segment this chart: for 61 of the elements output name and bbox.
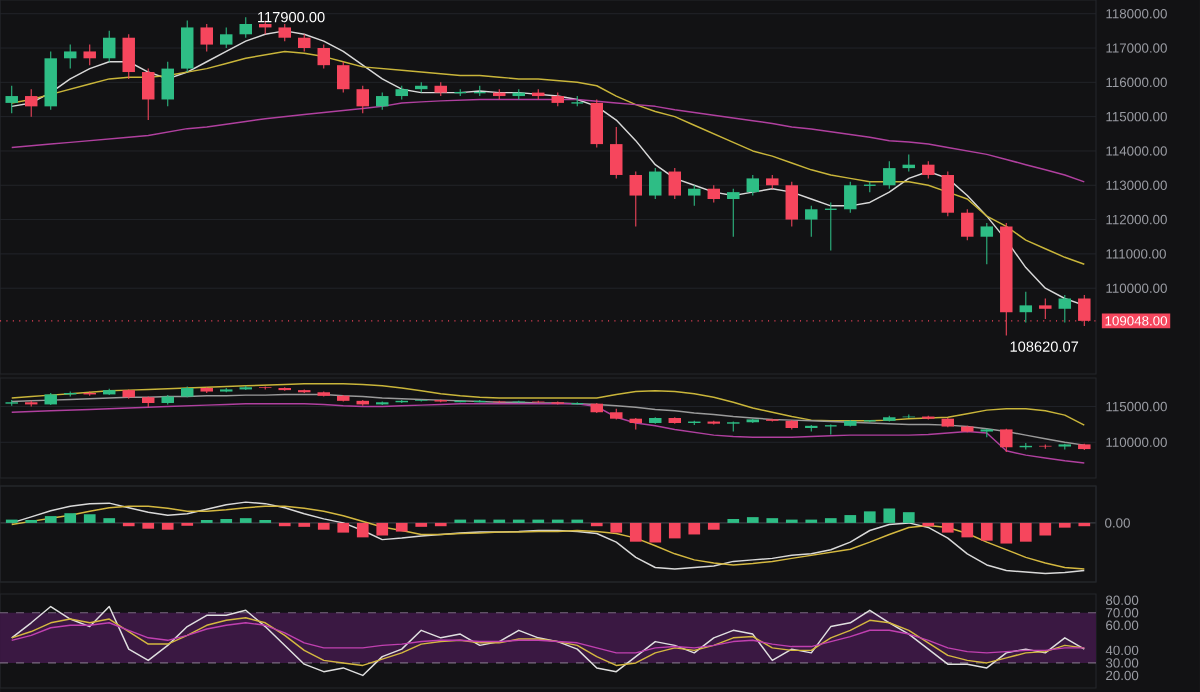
candlestick <box>961 208 974 241</box>
candlestick <box>668 167 682 200</box>
bar <box>707 522 720 530</box>
candlestick <box>980 222 994 265</box>
bar <box>649 522 662 543</box>
candlestick <box>239 16 252 39</box>
candlestick <box>200 23 213 52</box>
bar <box>64 513 77 523</box>
candlestick <box>1058 294 1072 324</box>
bar <box>629 522 642 542</box>
bar <box>1019 522 1032 542</box>
candlestick <box>629 171 643 227</box>
candlestick <box>727 188 740 238</box>
bar <box>746 517 759 523</box>
bar <box>395 522 408 532</box>
bar <box>44 516 57 523</box>
candlestick <box>610 126 623 179</box>
bar <box>961 522 974 538</box>
bar <box>1039 522 1052 536</box>
bar <box>356 522 369 538</box>
bar <box>1058 522 1071 528</box>
bar <box>980 522 993 541</box>
bar <box>902 512 915 523</box>
bar <box>83 514 96 523</box>
candlestick <box>24 88 38 118</box>
candlestick <box>161 61 174 107</box>
candlestick <box>1019 291 1033 324</box>
bar <box>142 522 155 529</box>
candlestick <box>102 30 116 63</box>
bar <box>688 522 701 535</box>
candlestick <box>649 167 662 200</box>
candlestick <box>63 44 77 70</box>
candlestick <box>883 160 896 190</box>
candlestick <box>180 20 194 73</box>
bar <box>161 522 174 530</box>
bar <box>863 511 876 523</box>
candlestick <box>356 85 369 114</box>
candlestick <box>844 181 857 214</box>
candlestick <box>83 44 96 66</box>
bar <box>376 522 389 536</box>
bar <box>610 522 623 533</box>
candlestick <box>941 171 955 217</box>
bar <box>668 522 681 539</box>
candlestick <box>1039 297 1052 320</box>
bar <box>883 508 896 523</box>
candlestick <box>142 68 155 121</box>
candlestick <box>317 44 330 70</box>
bar <box>337 522 350 533</box>
candlestick <box>122 33 135 80</box>
candlestick <box>590 98 604 149</box>
candlestick <box>805 205 818 238</box>
bar <box>1000 522 1013 544</box>
bar <box>317 522 330 530</box>
candlestick <box>688 184 701 207</box>
candlestick <box>5 85 18 114</box>
bar <box>941 522 954 533</box>
candlestick <box>337 61 350 94</box>
candlestick <box>220 26 233 49</box>
bar <box>844 515 857 523</box>
candlestick <box>785 181 799 227</box>
candlestick <box>746 174 760 197</box>
